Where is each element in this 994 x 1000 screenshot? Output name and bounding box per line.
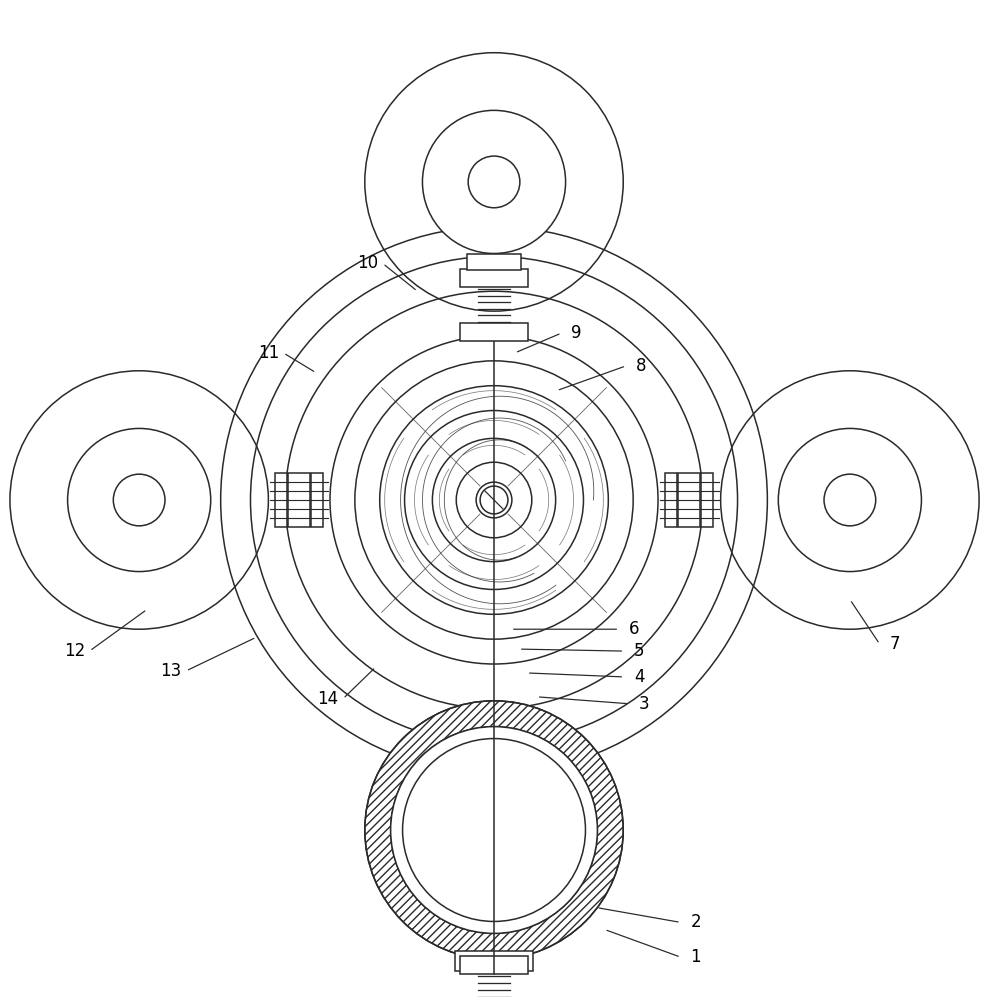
Circle shape [422,110,566,253]
Bar [666,473,678,527]
Bar [275,473,287,527]
Text: 14: 14 [317,690,339,708]
Text: 3: 3 [639,695,649,713]
Circle shape [380,386,608,614]
Text: 4: 4 [634,668,644,686]
Text: 5: 5 [634,642,644,660]
Text: 9: 9 [572,324,581,342]
Bar [460,323,528,341]
Text: 11: 11 [257,344,279,362]
Circle shape [330,336,658,664]
Text: 1: 1 [691,948,701,966]
Circle shape [480,486,508,514]
Circle shape [113,474,165,526]
Circle shape [824,474,876,526]
Bar [702,473,714,527]
Text: 10: 10 [357,254,379,272]
Text: 13: 13 [160,662,182,680]
Text: 6: 6 [629,620,639,638]
Bar [678,473,701,527]
Circle shape [432,438,556,562]
Circle shape [405,411,583,589]
Circle shape [778,428,921,572]
Text: 12: 12 [64,642,85,660]
Circle shape [355,361,633,639]
Bar [288,473,310,527]
Circle shape [365,53,623,311]
Bar [460,956,528,974]
Circle shape [10,371,268,629]
Bar [460,269,528,287]
Circle shape [68,428,211,572]
Circle shape [721,371,979,629]
Circle shape [391,727,597,933]
Circle shape [468,156,520,208]
Bar [311,473,323,527]
Text: 7: 7 [890,635,900,653]
Text: 8: 8 [636,357,646,375]
Bar [455,951,533,971]
Text: 2: 2 [691,913,701,931]
Bar [467,254,521,270]
Circle shape [456,462,532,538]
Circle shape [476,482,512,518]
Circle shape [365,701,623,959]
